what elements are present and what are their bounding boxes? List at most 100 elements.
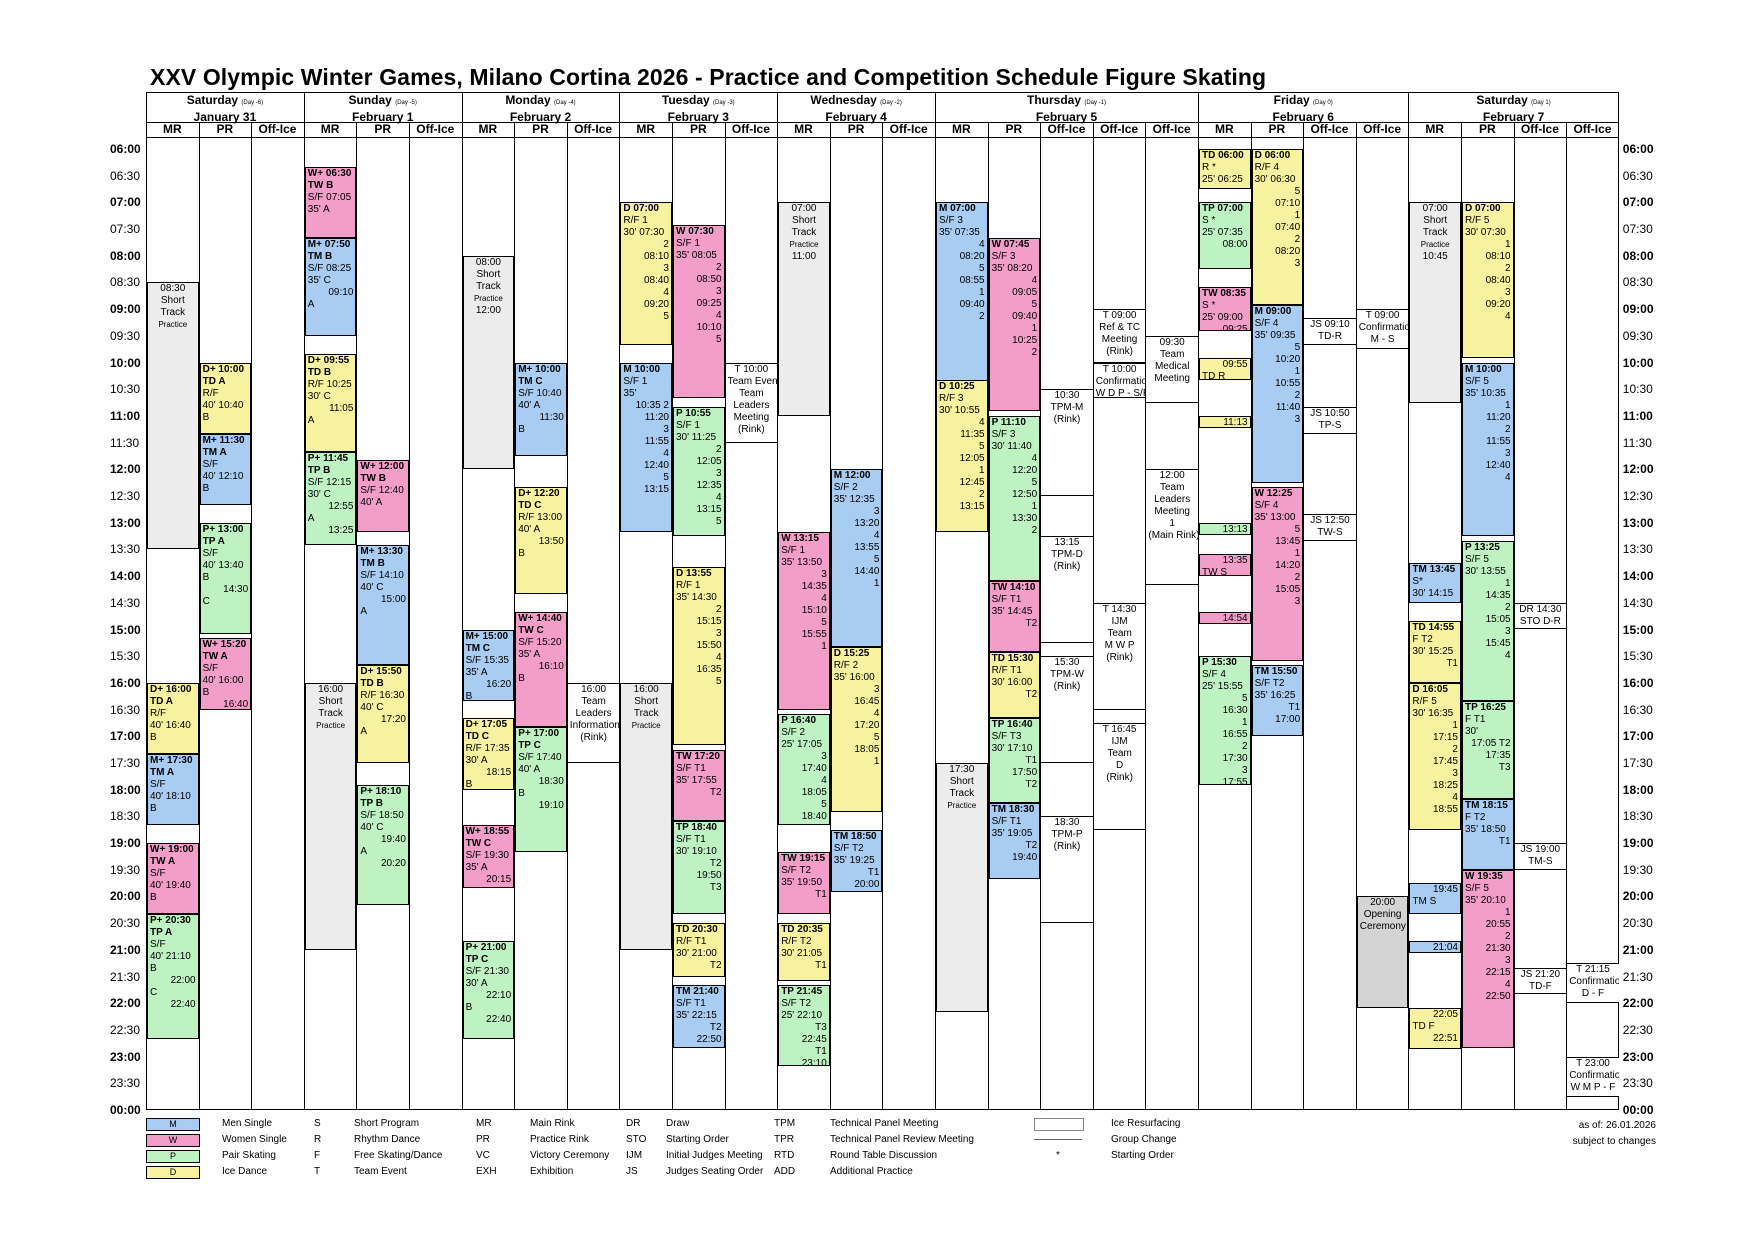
column-header: PR (847, 122, 865, 136)
block-line: S/F (150, 779, 166, 791)
block-line: 30' 21:05 (781, 948, 823, 960)
block-line: S/F 4 (1202, 669, 1226, 681)
block-line: 1 (1505, 239, 1511, 251)
block-line: 4 (663, 287, 669, 299)
block-line: TD 06:00 (1202, 150, 1244, 161)
block-line: 13:55 (854, 542, 880, 554)
block-line: P+ 13:00 (202, 523, 244, 535)
schedule-block-D: TD 20:30 R/F T1 30' 21:00 T2 (673, 923, 725, 977)
schedule-block-off: T 10:00 Team Event Team Leaders Meeting (Rink… (725, 362, 778, 443)
block-line: 5 (979, 263, 985, 275)
block-line: Team (581, 695, 606, 707)
day-offset: (Day -1) (1084, 100, 1107, 106)
block-line: P 10:55 (676, 408, 711, 420)
block-line: 20:00 (854, 878, 880, 890)
block-line: 35' 16:00 (833, 672, 875, 684)
block-line: JS 21:20 (1520, 968, 1561, 980)
block-line: Ref & TC (1099, 322, 1141, 334)
block-line: R/F 1 (623, 215, 648, 227)
block-line: 14:40 (854, 566, 880, 578)
legend-abbr-desc: Main Rink (530, 1118, 575, 1129)
column-header: PR (689, 122, 707, 136)
block-line: R/F 5 (1465, 215, 1490, 227)
block-line: 30' 17:10 (991, 743, 1033, 755)
block-line: 2 (1294, 572, 1301, 584)
schedule-block-D: TD 15:30 R/F T1 30' 16:00 T2 (988, 651, 1041, 719)
legend-abbr-desc: Round Table Discussion (830, 1150, 938, 1161)
time-label-right: 12:00 (1622, 462, 1654, 477)
block-line: D+ 16:00 (150, 683, 192, 695)
block-line: 3 (663, 423, 669, 435)
block-line: Meeting (1101, 334, 1138, 346)
block-line: 2 (716, 261, 722, 273)
block-line: 22:50 (696, 1034, 722, 1046)
day-offset: (Day -4) (554, 100, 576, 106)
schedule-block-M: M+ 07:50 TM B S/F 08:25 35' C 09:10 A (304, 237, 357, 336)
block-line: F T2 (1465, 811, 1486, 823)
time-label-left: 20:30 (110, 916, 141, 931)
legend-abbr-desc: Rhythm Dance (354, 1134, 421, 1145)
block-line: 14:35 (801, 580, 827, 592)
legend-abbr: STO (626, 1134, 647, 1145)
block-line: 10:55 (1275, 377, 1301, 389)
block-line: 1 (1505, 399, 1511, 411)
block-line: T2 (1025, 617, 1038, 629)
block-line: A (360, 605, 368, 617)
block-line: 4 (1031, 452, 1038, 464)
time-label-left: 14:30 (110, 595, 141, 610)
block-line: TW B (307, 179, 334, 191)
block-line: 08:10 (643, 251, 669, 263)
block-line: S/F 15:35 (465, 654, 509, 666)
time-label-left: 06:30 (110, 168, 141, 183)
block-line: 3 (1242, 765, 1248, 777)
block-line: Team (1159, 348, 1185, 360)
block-line: 22:05 (1432, 1008, 1458, 1020)
block-line: 30' 14:15 (1412, 587, 1454, 599)
day-header: Thursday (Day -1) February 5 (935, 93, 1198, 124)
block-line: TP 21:45 (781, 986, 823, 998)
block-line: TD 14:55 (1412, 621, 1455, 633)
day-name-text: Tuesday (661, 93, 710, 107)
block-line: 08:50 (696, 273, 722, 285)
block-line: Short (318, 695, 343, 707)
column-separator (724, 122, 726, 1110)
block-line: 30' (1465, 725, 1479, 737)
schedule-block-W: W+ 19:00 TW A S/F 40' 19:40 B (147, 843, 199, 915)
schedule-block-W: 14:54 (1199, 611, 1251, 625)
column-header: Off-Ice (1520, 122, 1559, 136)
legend-abbr: R (314, 1134, 322, 1145)
block-line: 10:25 (1012, 334, 1038, 346)
block-line: 2 (1505, 423, 1511, 435)
block-line: 40' C (360, 822, 384, 834)
block-line: S/F T2 (1254, 678, 1285, 690)
legend-label: Men Single (222, 1118, 273, 1129)
time-label-left: 17:00 (110, 729, 141, 744)
time-label-right: 12:30 (1622, 489, 1653, 504)
block-line: 18:55 (1432, 803, 1458, 815)
time-label-left: 15:30 (110, 649, 141, 664)
block-line: S/F T2 (781, 864, 812, 876)
block-line: Practice (947, 800, 977, 810)
block-line: T1 (815, 1046, 827, 1058)
block-line: 2 (1505, 601, 1511, 613)
block-line: TM 15:50 (1254, 666, 1298, 678)
time-label-right: 08:00 (1622, 248, 1654, 263)
schedule-block-D: D+ 17:05 TD C R/F 17:35 30' A 18:15 B (462, 718, 515, 790)
block-line: R/F 2 (833, 660, 859, 672)
schedule-block-ice: 08:00 Short Track Practice 12:00 (462, 255, 515, 470)
block-line: W 07:45 (991, 238, 1030, 250)
time-label-left: 07:00 (110, 195, 141, 210)
day-name-text: Friday (1273, 93, 1310, 107)
block-line: 17:05 T2 (1471, 737, 1511, 749)
block-line: M 10:00 (1465, 363, 1502, 375)
block-line: 17:15 (1432, 731, 1458, 743)
block-line: R/F T2 (781, 936, 812, 948)
schedule-block-D: D 06:00 R/F 4 30' 06:30 5 07:10 1 07:40 2 08:20 3 (1251, 149, 1304, 305)
block-line: T1 (815, 960, 827, 972)
block-line: W 07:30 (676, 225, 714, 237)
block-line: 25' 06:25 (1202, 174, 1243, 185)
time-label-right: 10:30 (1622, 382, 1653, 397)
schedule-block-W: W 07:30 S/F 1 35' 08:05 2 08:50 3 09:25 4 10:10 5 (673, 224, 725, 399)
block-line: TM C (465, 642, 491, 654)
legend-abbr: ADD (774, 1166, 796, 1177)
